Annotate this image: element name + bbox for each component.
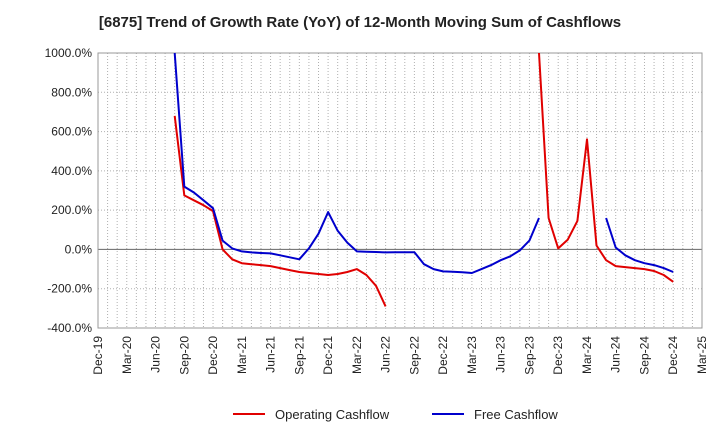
x-tick-label: Jun-23 <box>494 336 508 373</box>
x-tick-label: Sep-22 <box>407 336 421 375</box>
y-tick-label: 400.0% <box>51 164 92 178</box>
y-tick-label: 1000.0% <box>45 46 93 60</box>
x-tick-label: Jun-21 <box>264 336 278 373</box>
plot-frame <box>97 52 703 329</box>
x-tick-label: Jun-24 <box>609 336 623 373</box>
series-line-free-cashflow <box>173 52 540 274</box>
legend-label: Operating Cashflow <box>275 407 390 422</box>
y-tick-label: 600.0% <box>51 125 92 139</box>
series-line-free-cashflow <box>605 217 674 273</box>
x-tick-label: Mar-24 <box>580 336 594 374</box>
x-tick-label: Dec-24 <box>666 336 680 375</box>
series-line-operating-cashflow <box>538 52 674 283</box>
x-tick-label: Sep-23 <box>522 336 536 375</box>
y-tick-label: 800.0% <box>51 85 92 99</box>
x-tick-label: Dec-23 <box>551 336 565 375</box>
grid-lines <box>98 53 702 328</box>
x-tick-label: Sep-24 <box>637 336 651 375</box>
x-axis-ticks: Dec-19 Mar-20 Jun-20 Sep-20 Dec-20 Mar-21 Jun-… <box>91 336 709 375</box>
x-tick-label: Mar-21 <box>235 336 249 374</box>
y-tick-label: 0.0% <box>65 242 93 256</box>
x-tick-label: Mar-20 <box>120 336 134 374</box>
x-tick-label: Mar-25 <box>695 336 709 374</box>
legend-label: Free Cashflow <box>474 407 558 422</box>
x-tick-label: Dec-20 <box>206 336 220 375</box>
chart-title: [6875] Trend of Growth Rate (YoY) of 12-… <box>98 14 622 31</box>
y-tick-label: -200.0% <box>47 282 92 296</box>
x-tick-label: Jun-20 <box>149 336 163 373</box>
y-tick-label: 200.0% <box>51 203 92 217</box>
y-tick-label: -400.0% <box>47 321 92 335</box>
x-tick-label: Dec-19 <box>91 336 105 375</box>
y-axis-ticks: 1000.0% 800.0% 600.0% 400.0% 200.0% 0.0% -200.… <box>45 46 93 335</box>
x-tick-label: Sep-20 <box>177 336 191 375</box>
series-line-operating-cashflow <box>173 115 387 307</box>
x-tick-label: Sep-21 <box>292 336 306 375</box>
x-tick-label: Dec-21 <box>321 336 335 375</box>
legend: Operating Cashflow Free Cashflow <box>233 407 558 422</box>
x-tick-label: Dec-22 <box>436 336 450 375</box>
series-lines <box>173 52 674 307</box>
x-tick-label: Jun-22 <box>379 336 393 373</box>
x-tick-label: Mar-23 <box>465 336 479 374</box>
x-tick-label: Mar-22 <box>350 336 364 374</box>
